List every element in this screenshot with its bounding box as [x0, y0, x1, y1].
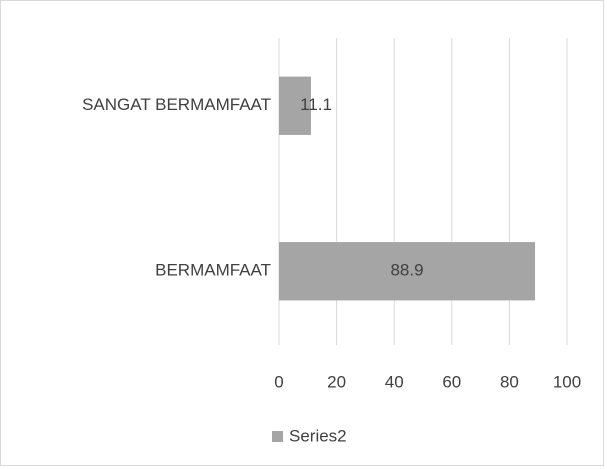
- x-tick-label: 80: [500, 372, 519, 391]
- x-tick-label: 20: [327, 372, 346, 391]
- x-tick-label: 100: [553, 372, 581, 391]
- legend-swatch: [272, 431, 283, 442]
- bar: [279, 76, 311, 135]
- y-tick-label: BERMAMFAAT: [155, 261, 271, 280]
- x-tick-label: 40: [385, 372, 404, 391]
- x-tick-label: 0: [274, 372, 283, 391]
- data-label: 88.9: [390, 261, 423, 280]
- y-tick-label: SANGAT BERMAMFAAT: [82, 95, 271, 114]
- legend-label: Series2: [289, 426, 347, 445]
- data-label: 11.1: [300, 95, 332, 114]
- bar: [279, 242, 536, 301]
- x-tick-label: 60: [442, 372, 461, 391]
